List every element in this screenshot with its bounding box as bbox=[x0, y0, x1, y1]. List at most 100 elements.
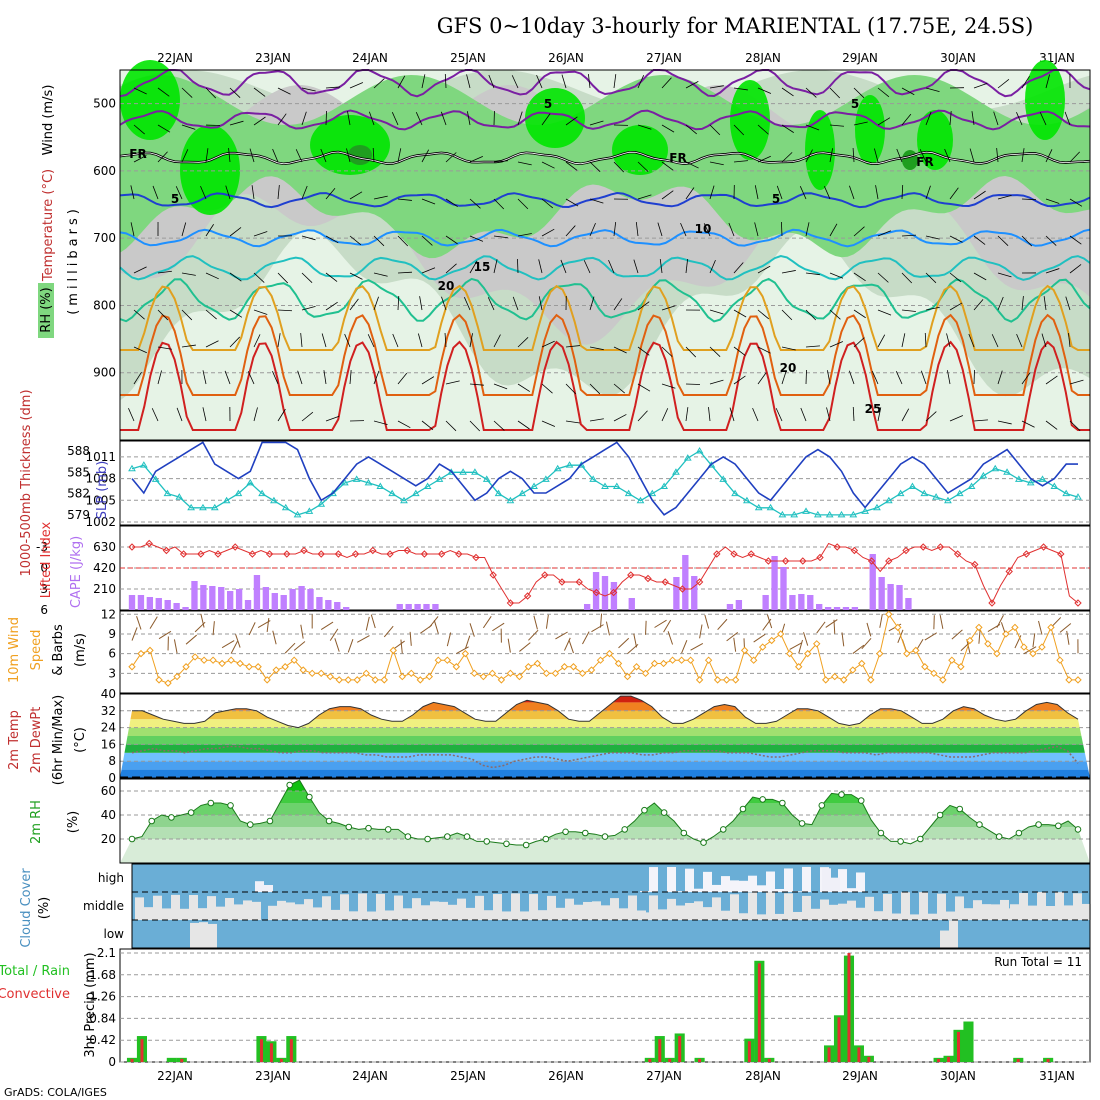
cloud-clear-cell bbox=[748, 875, 757, 892]
wind-barb bbox=[1066, 630, 1070, 645]
upper-wind-barb bbox=[301, 235, 316, 241]
thickness-point bbox=[660, 482, 669, 489]
upper-wind-barb bbox=[517, 337, 529, 348]
cape-bar bbox=[325, 600, 332, 610]
upper-wind-barb bbox=[277, 333, 281, 348]
wind-speed-point bbox=[425, 672, 434, 681]
upper-wind-barb bbox=[896, 148, 903, 163]
upper-wind-barb bbox=[685, 346, 697, 358]
lifted-point bbox=[489, 571, 497, 579]
upper-wind-barb bbox=[973, 419, 988, 422]
upper-wind-barb bbox=[493, 198, 505, 210]
upper-wind-barb bbox=[1021, 148, 1025, 163]
cape-bar bbox=[833, 607, 841, 610]
upper-wind-barb bbox=[925, 411, 937, 422]
upper-wind-barb bbox=[517, 233, 532, 237]
temp-frame bbox=[119, 693, 1091, 779]
upper-wind-barb bbox=[829, 124, 844, 127]
lifted-point bbox=[575, 578, 583, 586]
upper-wind-barb bbox=[997, 194, 1012, 200]
cloud-clear-cell bbox=[928, 913, 937, 920]
thickness-point bbox=[222, 496, 231, 504]
upper-wind-barb bbox=[635, 222, 639, 237]
upper-wind-barb bbox=[277, 113, 287, 126]
upper-wind-barb bbox=[805, 369, 807, 385]
wind-barb bbox=[464, 635, 471, 650]
wind-barb bbox=[446, 632, 452, 647]
upper-wind-barb bbox=[225, 185, 231, 200]
rh-point bbox=[995, 833, 1003, 840]
cape-bar bbox=[235, 589, 243, 610]
cloud-clear-cell bbox=[574, 904, 583, 920]
wind-speed-point bbox=[470, 669, 479, 678]
contour-label: 25 bbox=[865, 402, 882, 416]
slp-ytick: 1008 bbox=[85, 472, 116, 486]
upper-wind-barb bbox=[344, 333, 351, 348]
thickness-point bbox=[518, 489, 527, 497]
cloud-clear-cell bbox=[162, 908, 171, 920]
upper-wind-barb bbox=[373, 78, 385, 89]
upper-wind-barb bbox=[397, 295, 400, 311]
upper-wind-barb bbox=[823, 186, 831, 200]
upper-wind-barb bbox=[920, 370, 927, 385]
upper-wind-barb bbox=[205, 272, 219, 280]
upper-wind-barb bbox=[729, 407, 735, 422]
upper-wind-barb bbox=[421, 74, 426, 89]
upper-wind-barb bbox=[608, 259, 615, 274]
upper-wind-barb bbox=[301, 411, 314, 422]
upper-wind-barb bbox=[754, 222, 759, 237]
contour-label: FR bbox=[669, 151, 686, 165]
wind-barb bbox=[456, 646, 469, 654]
upper-wind-barb bbox=[466, 111, 471, 126]
precip-convective-bar bbox=[827, 1047, 831, 1062]
upper-frame bbox=[119, 69, 1091, 441]
wind-speed-point bbox=[353, 676, 361, 684]
upper-wind-barb bbox=[253, 87, 266, 97]
cloud-clear-cell bbox=[721, 910, 730, 920]
upper-wind-barb bbox=[949, 235, 963, 243]
rh-point bbox=[877, 829, 885, 837]
wind-speed-point bbox=[1011, 623, 1019, 632]
upper-wind-barb bbox=[757, 155, 771, 163]
upper-wind-barb bbox=[728, 222, 735, 237]
upper-wind-barb bbox=[781, 370, 787, 385]
upper-wind-barb bbox=[680, 222, 687, 237]
upper-wind-barb bbox=[877, 230, 892, 237]
upper-ytick: 600 bbox=[93, 164, 116, 178]
temp-axis-label-2: 2m DewPt bbox=[29, 707, 44, 774]
cloud-clear-cell bbox=[940, 930, 949, 948]
lifted-point bbox=[334, 550, 343, 558]
upper-wind-barb bbox=[757, 87, 772, 94]
cloud-clear-cell bbox=[295, 904, 304, 920]
thickness-point bbox=[778, 510, 787, 518]
cloud-clear-cell bbox=[831, 877, 840, 892]
upper-wind-barb bbox=[685, 124, 697, 135]
thickness-point bbox=[636, 496, 645, 504]
wind-barb bbox=[131, 627, 138, 641]
wind-barb bbox=[825, 619, 838, 628]
wind-barb bbox=[221, 640, 235, 649]
cloud-clear-cell bbox=[1000, 899, 1009, 920]
wind-speed-point bbox=[155, 676, 163, 684]
upper-wind-barb bbox=[925, 111, 932, 126]
upper-wind-barb bbox=[373, 420, 388, 425]
upper-wind-barb bbox=[853, 272, 866, 282]
upper-wind-barb bbox=[805, 309, 817, 321]
upper-wind-barb bbox=[349, 298, 359, 311]
cloud-clear-cell bbox=[802, 866, 811, 892]
upper-wind-barb bbox=[919, 149, 927, 163]
precip-convective-bar bbox=[289, 1039, 293, 1062]
cloud-clear-cell bbox=[1073, 893, 1082, 920]
contour-label: FR bbox=[916, 155, 933, 169]
upper-wind-barb bbox=[565, 225, 576, 237]
upper-wind-barb bbox=[589, 418, 604, 422]
thickness-point bbox=[506, 496, 515, 504]
contour-label: 20 bbox=[780, 361, 797, 375]
wind-speed-point bbox=[371, 676, 379, 684]
cloud-clear-cell bbox=[520, 911, 529, 920]
wind-speed-point bbox=[245, 663, 253, 671]
lifted-point bbox=[627, 571, 635, 579]
upper-wind-barb bbox=[589, 383, 601, 395]
upper-wind-barb bbox=[877, 87, 890, 98]
lifted-point bbox=[1057, 550, 1065, 558]
